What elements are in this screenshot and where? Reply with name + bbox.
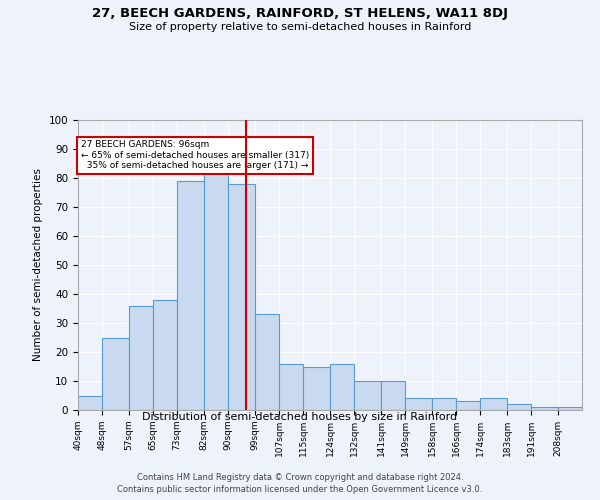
Bar [204,170,228,410]
Text: Contains HM Land Registry data © Crown copyright and database right 2024.: Contains HM Land Registry data © Crown c… [137,472,463,482]
Bar [303,366,330,410]
Text: Contains public sector information licensed under the Open Government Licence v3: Contains public sector information licen… [118,485,482,494]
Bar [153,300,177,410]
Text: Distribution of semi-detached houses by size in Rainford: Distribution of semi-detached houses by … [142,412,458,422]
Bar [531,407,558,410]
Bar [228,184,255,410]
Text: Size of property relative to semi-detached houses in Rainford: Size of property relative to semi-detach… [129,22,471,32]
Bar [432,398,456,410]
Bar [129,306,153,410]
Bar [279,364,303,410]
Bar [102,338,129,410]
Bar [480,398,507,410]
Bar [456,402,480,410]
Bar [330,364,354,410]
Text: 27, BEECH GARDENS, RAINFORD, ST HELENS, WA11 8DJ: 27, BEECH GARDENS, RAINFORD, ST HELENS, … [92,8,508,20]
Bar [381,381,405,410]
Bar [78,396,102,410]
Bar [405,398,432,410]
Text: 27 BEECH GARDENS: 96sqm
← 65% of semi-detached houses are smaller (317)
  35% of: 27 BEECH GARDENS: 96sqm ← 65% of semi-de… [81,140,309,170]
Bar [255,314,279,410]
Bar [558,407,582,410]
Bar [507,404,531,410]
Y-axis label: Number of semi-detached properties: Number of semi-detached properties [33,168,43,362]
Bar [177,181,204,410]
Bar [354,381,381,410]
